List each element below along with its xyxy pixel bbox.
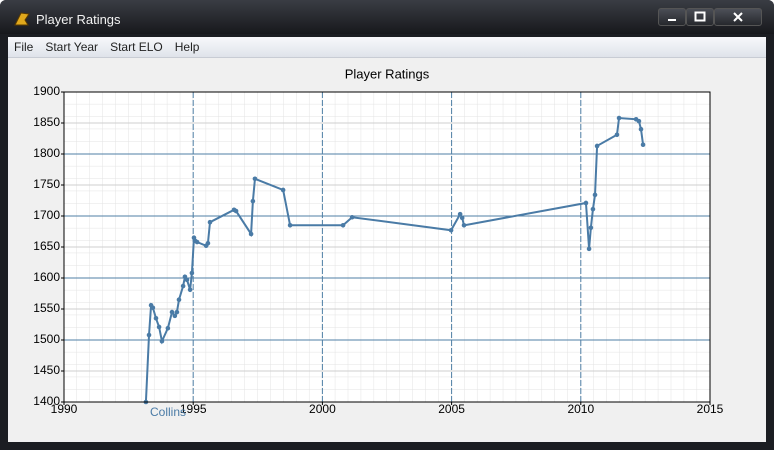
y-tick-label: 1600 [33, 270, 60, 284]
y-tick-label: 1800 [33, 146, 60, 160]
x-tick-label: 2005 [438, 402, 465, 416]
menu-item[interactable]: File [14, 40, 34, 54]
rating-point [150, 305, 156, 311]
rating-point [614, 132, 620, 138]
rating-point [594, 143, 600, 149]
rating-point [280, 187, 286, 193]
y-tick-label: 1650 [33, 239, 60, 253]
rating-point [448, 227, 454, 233]
rating-point [205, 240, 211, 246]
x-tick-label: 1995 [180, 402, 207, 416]
rating-point [159, 338, 165, 344]
rating-point [187, 287, 193, 293]
rating-point [640, 142, 646, 147]
rating-point [194, 239, 200, 245]
y-tick-label: 1550 [33, 301, 60, 315]
rating-point [349, 214, 355, 220]
close-button[interactable] [714, 8, 762, 26]
x-tick-label: 2010 [567, 402, 594, 416]
title-bar: Player Ratings [0, 0, 774, 34]
rating-point [207, 219, 213, 225]
rating-point [189, 270, 195, 276]
rating-point [583, 200, 589, 206]
rating-point [233, 208, 239, 214]
rating-point [252, 176, 258, 182]
rating-point [459, 215, 465, 221]
rating-point [176, 297, 182, 303]
rating-point [248, 231, 254, 237]
y-tick-label: 1750 [33, 177, 60, 191]
minimize-button[interactable] [658, 8, 686, 26]
x-tick-label: 2015 [697, 402, 724, 416]
x-tick-label: 1990 [51, 402, 78, 416]
x-tick-label: 2000 [309, 402, 336, 416]
window-title: Player Ratings [36, 12, 121, 27]
annotation: Collins [150, 405, 186, 419]
rating-point [616, 115, 622, 121]
rating-point [169, 309, 175, 315]
rating-point [156, 324, 162, 330]
y-tick-label: 1400 [33, 394, 60, 408]
y-tick-label: 1700 [33, 208, 60, 222]
rating-point [180, 283, 186, 289]
menu-item[interactable]: Start Year [45, 40, 99, 54]
rating-point [592, 192, 598, 198]
rating-point [588, 225, 594, 231]
menu-item[interactable]: Help [174, 40, 200, 54]
rating-point [586, 246, 592, 252]
chart-title: Player Ratings [345, 66, 430, 81]
rating-point [636, 118, 642, 124]
y-tick-label: 1900 [33, 84, 60, 98]
menu-bar: File Start Year Start ELO Help [8, 37, 766, 58]
app-icon [14, 12, 30, 26]
rating-point [461, 223, 467, 228]
rating-point [165, 325, 171, 331]
rating-point [146, 332, 152, 338]
rating-point [172, 313, 178, 319]
rating-point [174, 309, 180, 315]
rating-point [340, 223, 346, 228]
rating-point [457, 211, 463, 217]
plot-border [63, 91, 711, 403]
rating-point [590, 206, 596, 212]
rating-point [153, 316, 159, 321]
y-tick-label: 1500 [33, 332, 60, 346]
rating-point [638, 126, 644, 132]
y-tick-label: 1850 [33, 115, 60, 129]
y-tick-label: 1450 [33, 363, 60, 377]
rating-point [250, 198, 256, 204]
menu-item[interactable]: Start ELO [110, 40, 163, 54]
rating-point [287, 223, 293, 228]
maximize-button[interactable] [686, 8, 714, 26]
rating-point [184, 277, 190, 283]
